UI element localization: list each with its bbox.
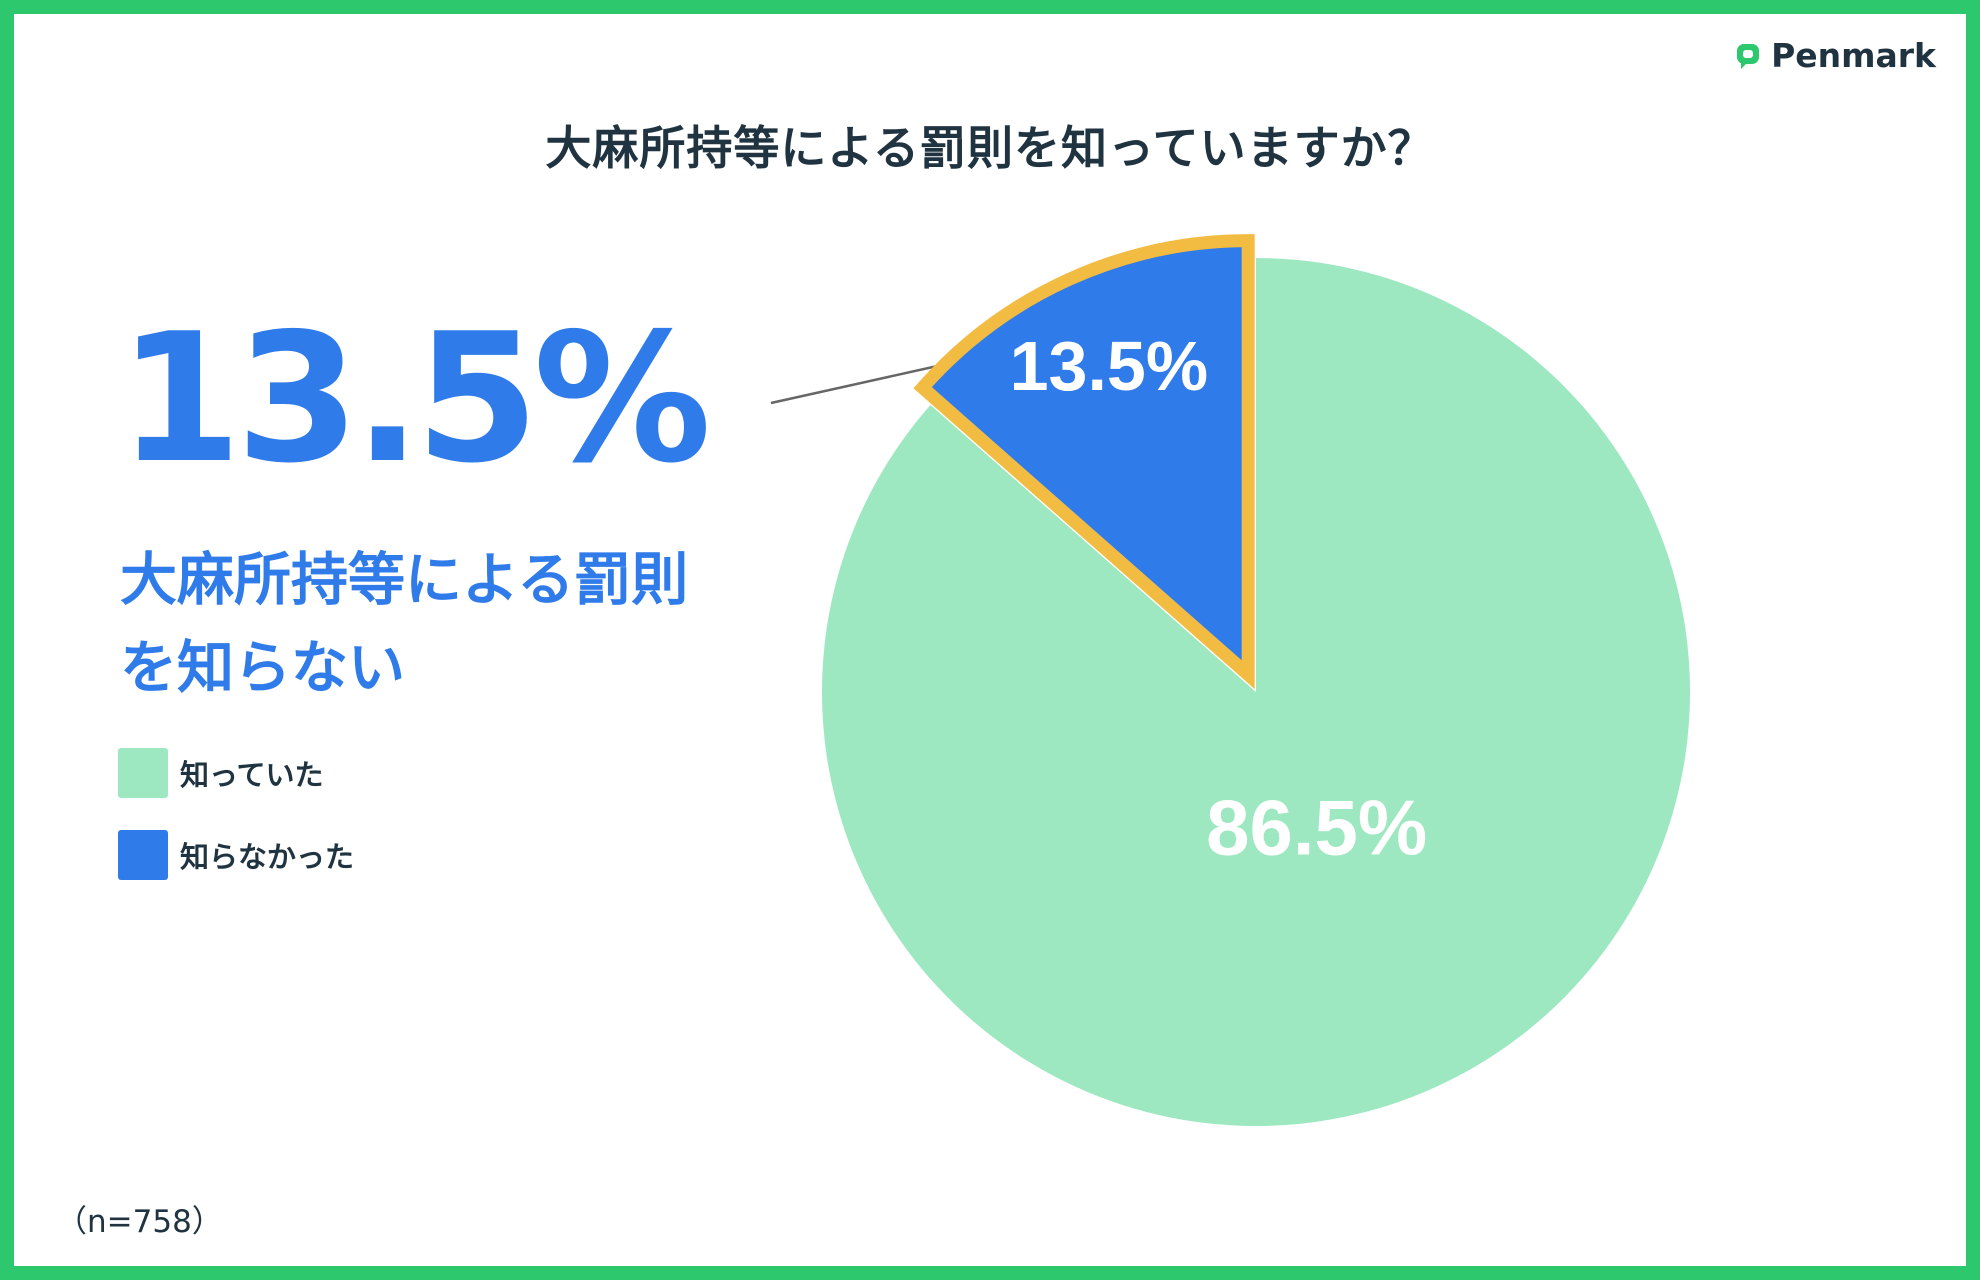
leader-line [770,363,943,405]
highlight-caption-line1: 大麻所持等による罰則 [120,547,689,613]
pie-slice-known [821,258,1690,1126]
legend-item-unknown: 知らなかった [118,830,354,880]
sample-size-note: （n=758） [56,1204,223,1240]
highlight-caption: 大麻所持等による罰則 を知らない [120,536,760,712]
highlight-caption-line2: を知らない [120,635,405,701]
chart-title: 大麻所持等による罰則を知っていますか？ [545,121,1435,175]
brand-logo: Penmark [1735,36,1936,75]
legend: 知っていた 知らなかった [118,748,354,912]
highlight-value: 13.5% [118,295,712,502]
brand-name: Penmark [1771,36,1936,75]
legend-label-known: 知っていた [180,758,324,792]
legend-swatch-unknown [118,830,168,880]
pie-slice-unknown [913,234,1255,690]
speech-bubble-icon [1737,43,1760,69]
pie-label-known: 86.5% [1206,783,1427,871]
legend-item-known: 知っていた [118,748,354,798]
pie-label-unknown: 13.5% [1010,327,1208,405]
legend-label-unknown: 知らなかった [180,840,355,874]
legend-swatch-known [118,748,168,798]
